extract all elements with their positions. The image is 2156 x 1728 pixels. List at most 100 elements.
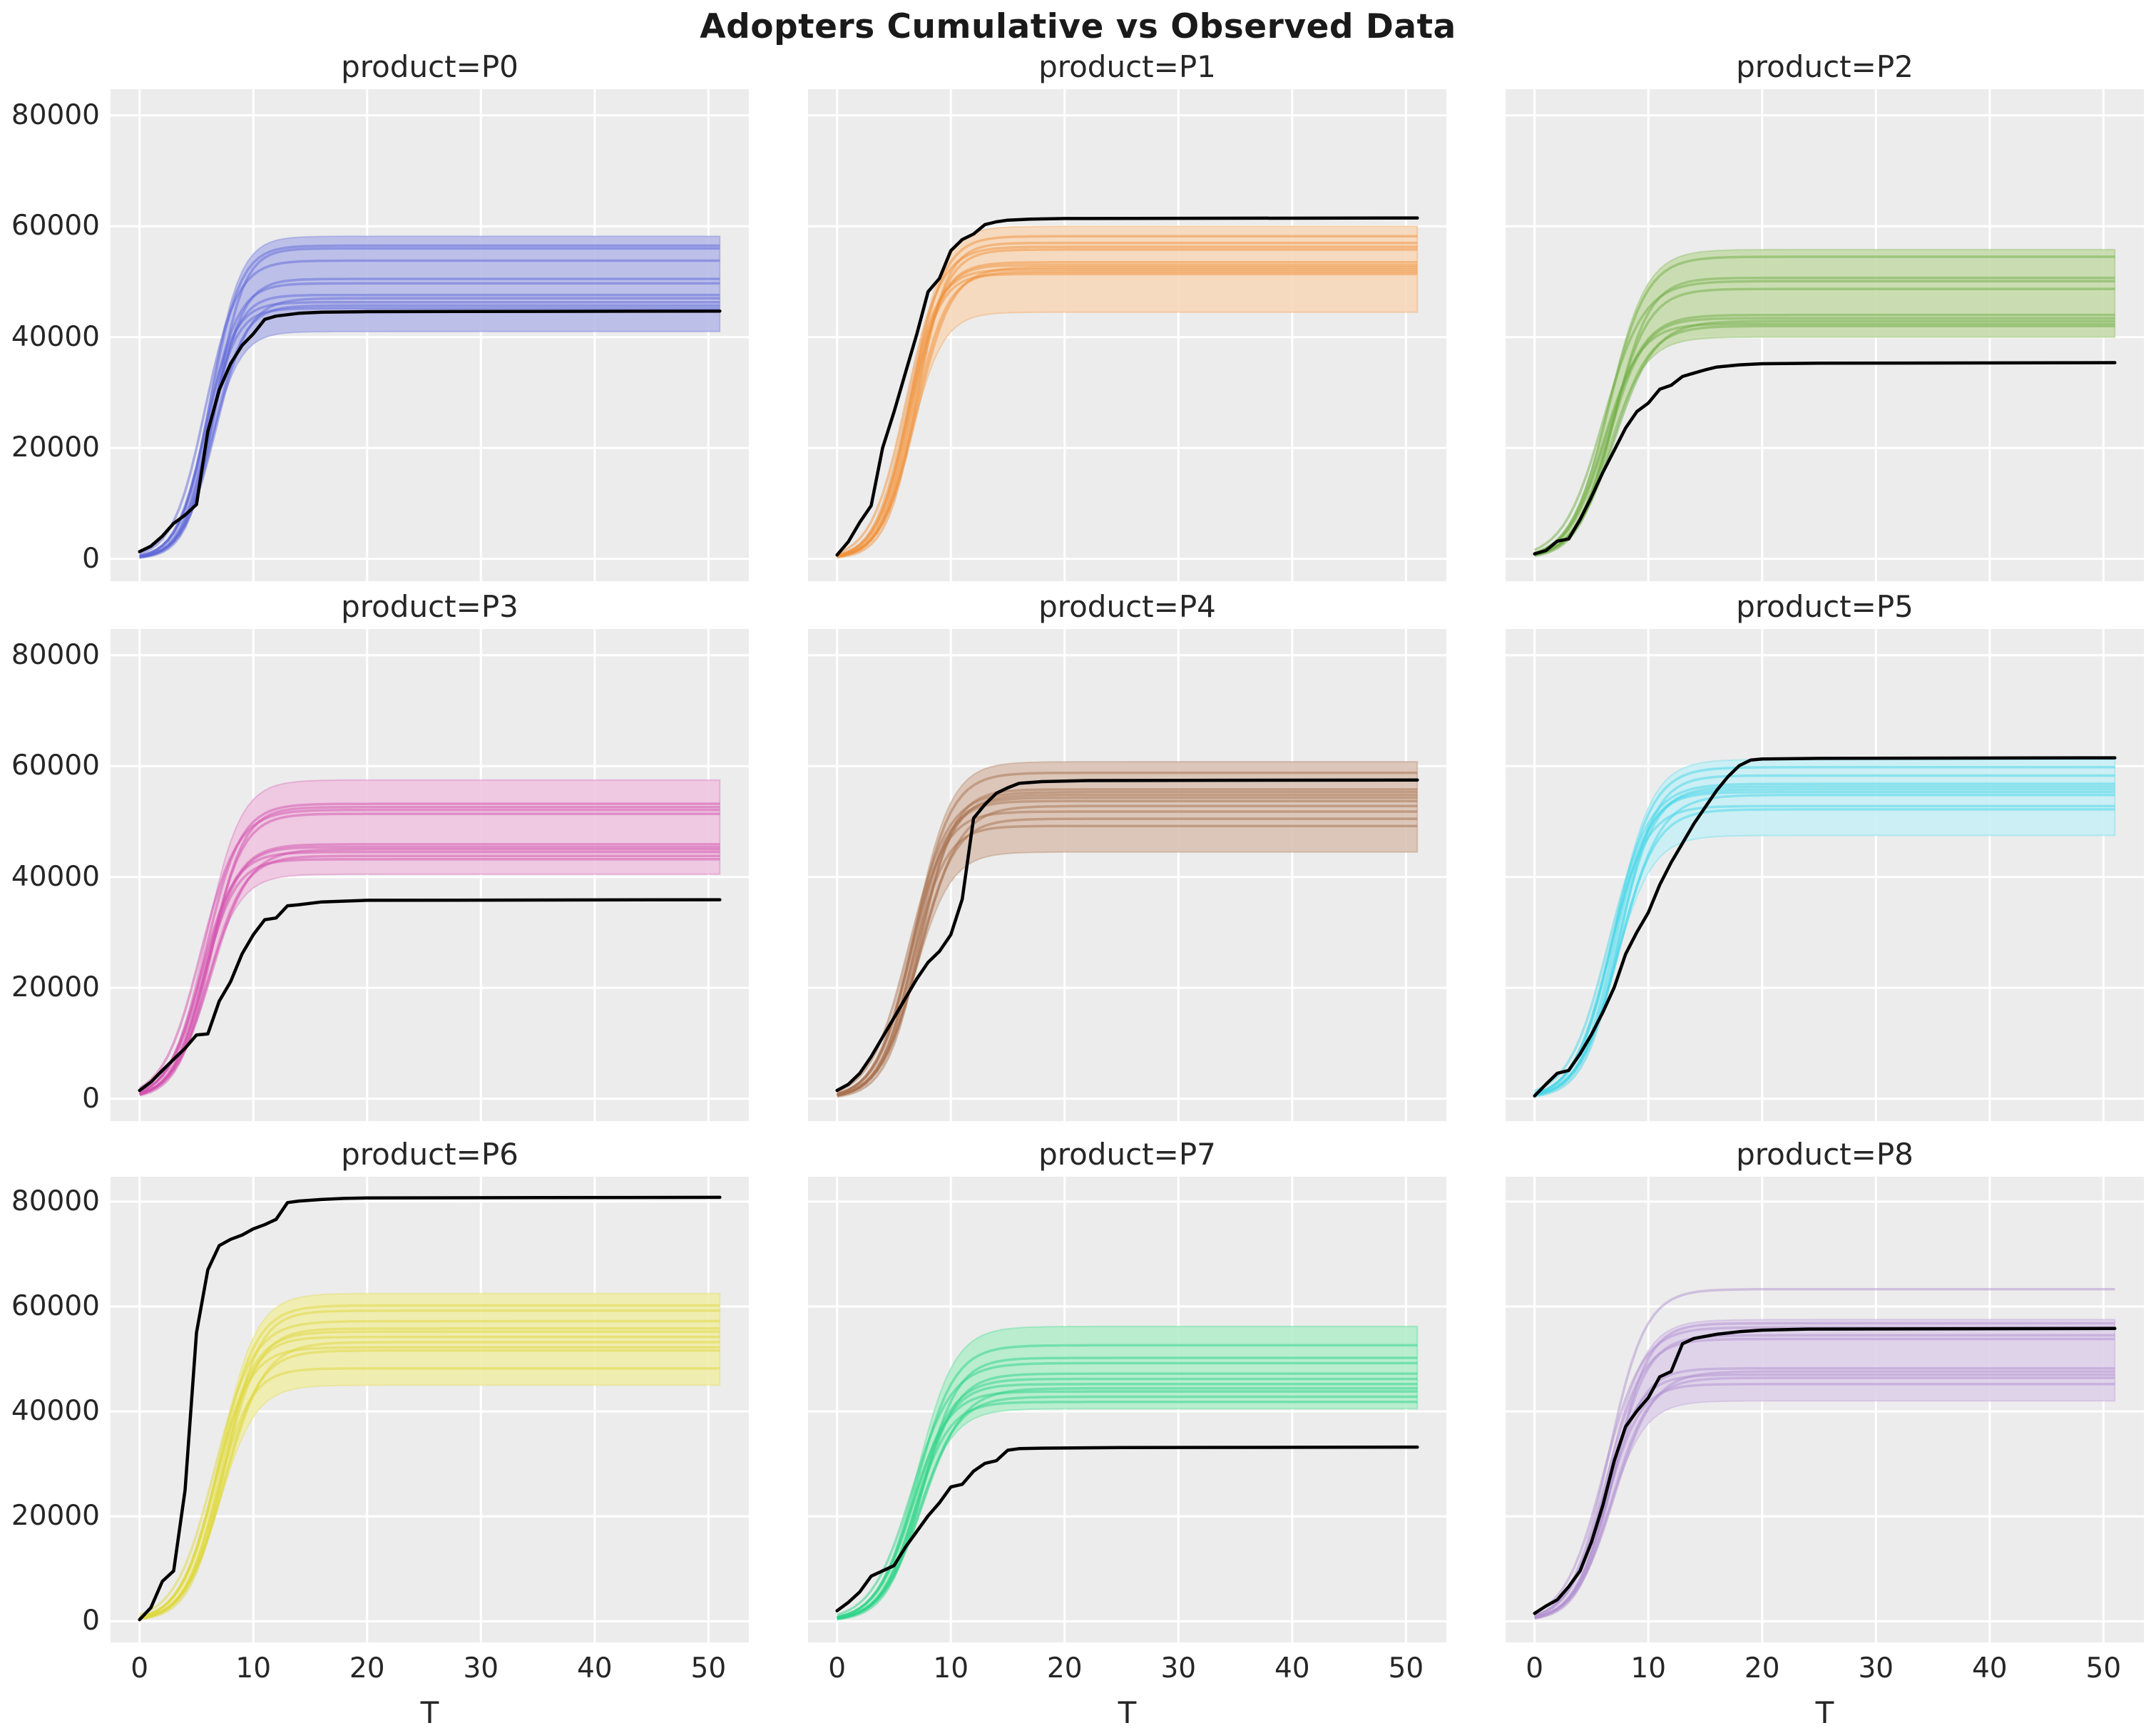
- subplot-p3: product=P3 0 20000 40000 60000 80000: [11, 589, 749, 1121]
- subplot-title-p0: product=P0: [341, 49, 518, 84]
- y-tick-label: 20000: [11, 431, 100, 464]
- sample-trajectory: [1534, 1337, 2115, 1617]
- plot-canvas-p7: [808, 1177, 1446, 1642]
- sample-trajectory: [1534, 324, 2115, 556]
- observed-line: [138, 898, 722, 1093]
- y-axis-tick-labels: 0 20000 40000 60000 80000: [4, 89, 100, 581]
- uncertainty-band: [138, 1292, 721, 1620]
- x-tick-label: 40: [1971, 1652, 2008, 1684]
- sample-trajectory: [139, 259, 720, 556]
- sample-trajectory: [837, 268, 1418, 557]
- sample-trajectory: [139, 1346, 720, 1619]
- subplot-title-p4: product=P4: [1038, 589, 1216, 624]
- sample-trajectory: [139, 806, 720, 1097]
- x-tick-label: 10: [933, 1652, 969, 1684]
- x-tick-label: 40: [1274, 1652, 1310, 1684]
- subplot-p1: product=P1: [808, 49, 1446, 581]
- sample-trajectory: [837, 1361, 1418, 1617]
- sample-trajectory: [1534, 317, 2115, 557]
- x-tick-label: 10: [1630, 1652, 1667, 1684]
- sample-trajectory: [1534, 1383, 2115, 1620]
- sample-trajectory: [139, 858, 720, 1095]
- x-tick-label: 30: [1858, 1652, 1894, 1684]
- sample-trajectory: [837, 817, 1418, 1097]
- sample-trajectory: [1534, 1334, 2115, 1619]
- sample-trajectory: [1534, 276, 2115, 558]
- sample-trajectory: [1534, 255, 2115, 554]
- sample-trajectory: [1534, 1370, 2115, 1619]
- subplot-p6: product=P6 T 0 20000 40000 60000 80000 0 10 20 3…: [11, 1137, 749, 1728]
- subplot-title-p6: product=P6: [341, 1137, 518, 1172]
- figure-title: Adopters Cumulative vs Observed Data: [700, 7, 1456, 46]
- y-tick-label: 40000: [11, 860, 100, 893]
- x-tick-label: 20: [349, 1652, 385, 1684]
- y-tick-label: 0: [82, 542, 100, 575]
- plot-canvas-p3: [111, 629, 749, 1121]
- x-tick-label: 0: [828, 1652, 847, 1684]
- sample-trajectory: [837, 1395, 1418, 1620]
- sample-trajectory: [1534, 808, 2115, 1097]
- x-tick-label: 10: [235, 1652, 272, 1684]
- sample-trajectory: [837, 824, 1418, 1097]
- x-tick-label: 30: [1160, 1652, 1197, 1684]
- subplot-p8: product=P8 T 0 10 20 30 40 50: [1506, 1137, 2144, 1728]
- x-axis-tick-labels: 0 10 20 30 40 50: [808, 1652, 1446, 1695]
- x-tick-label: 0: [131, 1652, 149, 1684]
- y-tick-label: 80000: [11, 98, 100, 131]
- subplot-p0: product=P0 0 20000 40000 60000 80000: [11, 49, 749, 581]
- sample-trajectory: [139, 1349, 720, 1620]
- sample-trajectory: [1533, 280, 2115, 551]
- sample-trajectory: [1534, 319, 2115, 556]
- y-tick-label: 60000: [11, 1289, 100, 1322]
- y-tick-label: 80000: [11, 638, 100, 671]
- plot-canvas-p4: [808, 629, 1446, 1121]
- subplot-title-p5: product=P5: [1736, 589, 1914, 624]
- plot-canvas-p0: [111, 89, 749, 581]
- plot-canvas-p1: [808, 89, 1446, 581]
- subplot-p4: product=P4: [808, 589, 1446, 1121]
- subplot-p7: product=P7 T 0 10 20 30 40 50: [808, 1137, 1446, 1728]
- x-axis-title: T: [1815, 1695, 1834, 1728]
- observed-line: [138, 309, 722, 553]
- sample-trajectory: [837, 1372, 1418, 1620]
- uncertainty-band: [836, 225, 1419, 558]
- sample-trajectory: [837, 270, 1418, 558]
- sample-trajectory: [139, 282, 720, 558]
- sample-trajectory: [139, 1367, 720, 1620]
- y-tick-label: 60000: [11, 750, 100, 782]
- subplot-title-p3: product=P3: [341, 589, 518, 624]
- sample-trajectory: [138, 850, 720, 1093]
- observed-line: [835, 216, 1419, 557]
- y-tick-label: 0: [82, 1082, 100, 1115]
- sample-trajectory: [139, 301, 720, 558]
- plot-canvas-p5: [1506, 629, 2144, 1121]
- observed-line: [835, 1445, 1419, 1612]
- uncertainty-band: [1533, 1319, 2116, 1619]
- sample-trajectory: [837, 791, 1418, 1093]
- sample-trajectory: [139, 307, 720, 558]
- x-tick-label: 50: [2085, 1652, 2122, 1684]
- sample-trajectory: [139, 1341, 720, 1620]
- sample-trajectory: [139, 247, 720, 559]
- y-axis-tick-labels: 0 20000 40000 60000 80000: [4, 1177, 100, 1642]
- y-tick-label: 40000: [11, 320, 100, 353]
- x-axis-title: T: [420, 1695, 439, 1728]
- plot-canvas-p8: [1506, 1177, 2144, 1642]
- observed-line: [835, 778, 1419, 1093]
- subplot-p2: product=P2: [1506, 49, 2144, 581]
- sample-trajectory: [837, 810, 1418, 1095]
- sample-trajectory: [837, 272, 1418, 558]
- subplot-title-p8: product=P8: [1736, 1137, 1914, 1172]
- subplot-title-p2: product=P2: [1736, 49, 1914, 84]
- subplot-p5: product=P5: [1506, 589, 2144, 1121]
- sample-trajectory: [139, 812, 720, 1095]
- x-tick-label: 0: [1526, 1652, 1544, 1684]
- y-tick-label: 20000: [11, 971, 100, 1004]
- plot-canvas-p2: [1506, 89, 2144, 581]
- observed-line: [1533, 756, 2117, 1098]
- y-tick-label: 80000: [11, 1185, 100, 1217]
- sample-trajectory: [139, 1319, 720, 1616]
- sample-trajectory: [139, 1335, 720, 1620]
- x-tick-label: 50: [690, 1652, 727, 1684]
